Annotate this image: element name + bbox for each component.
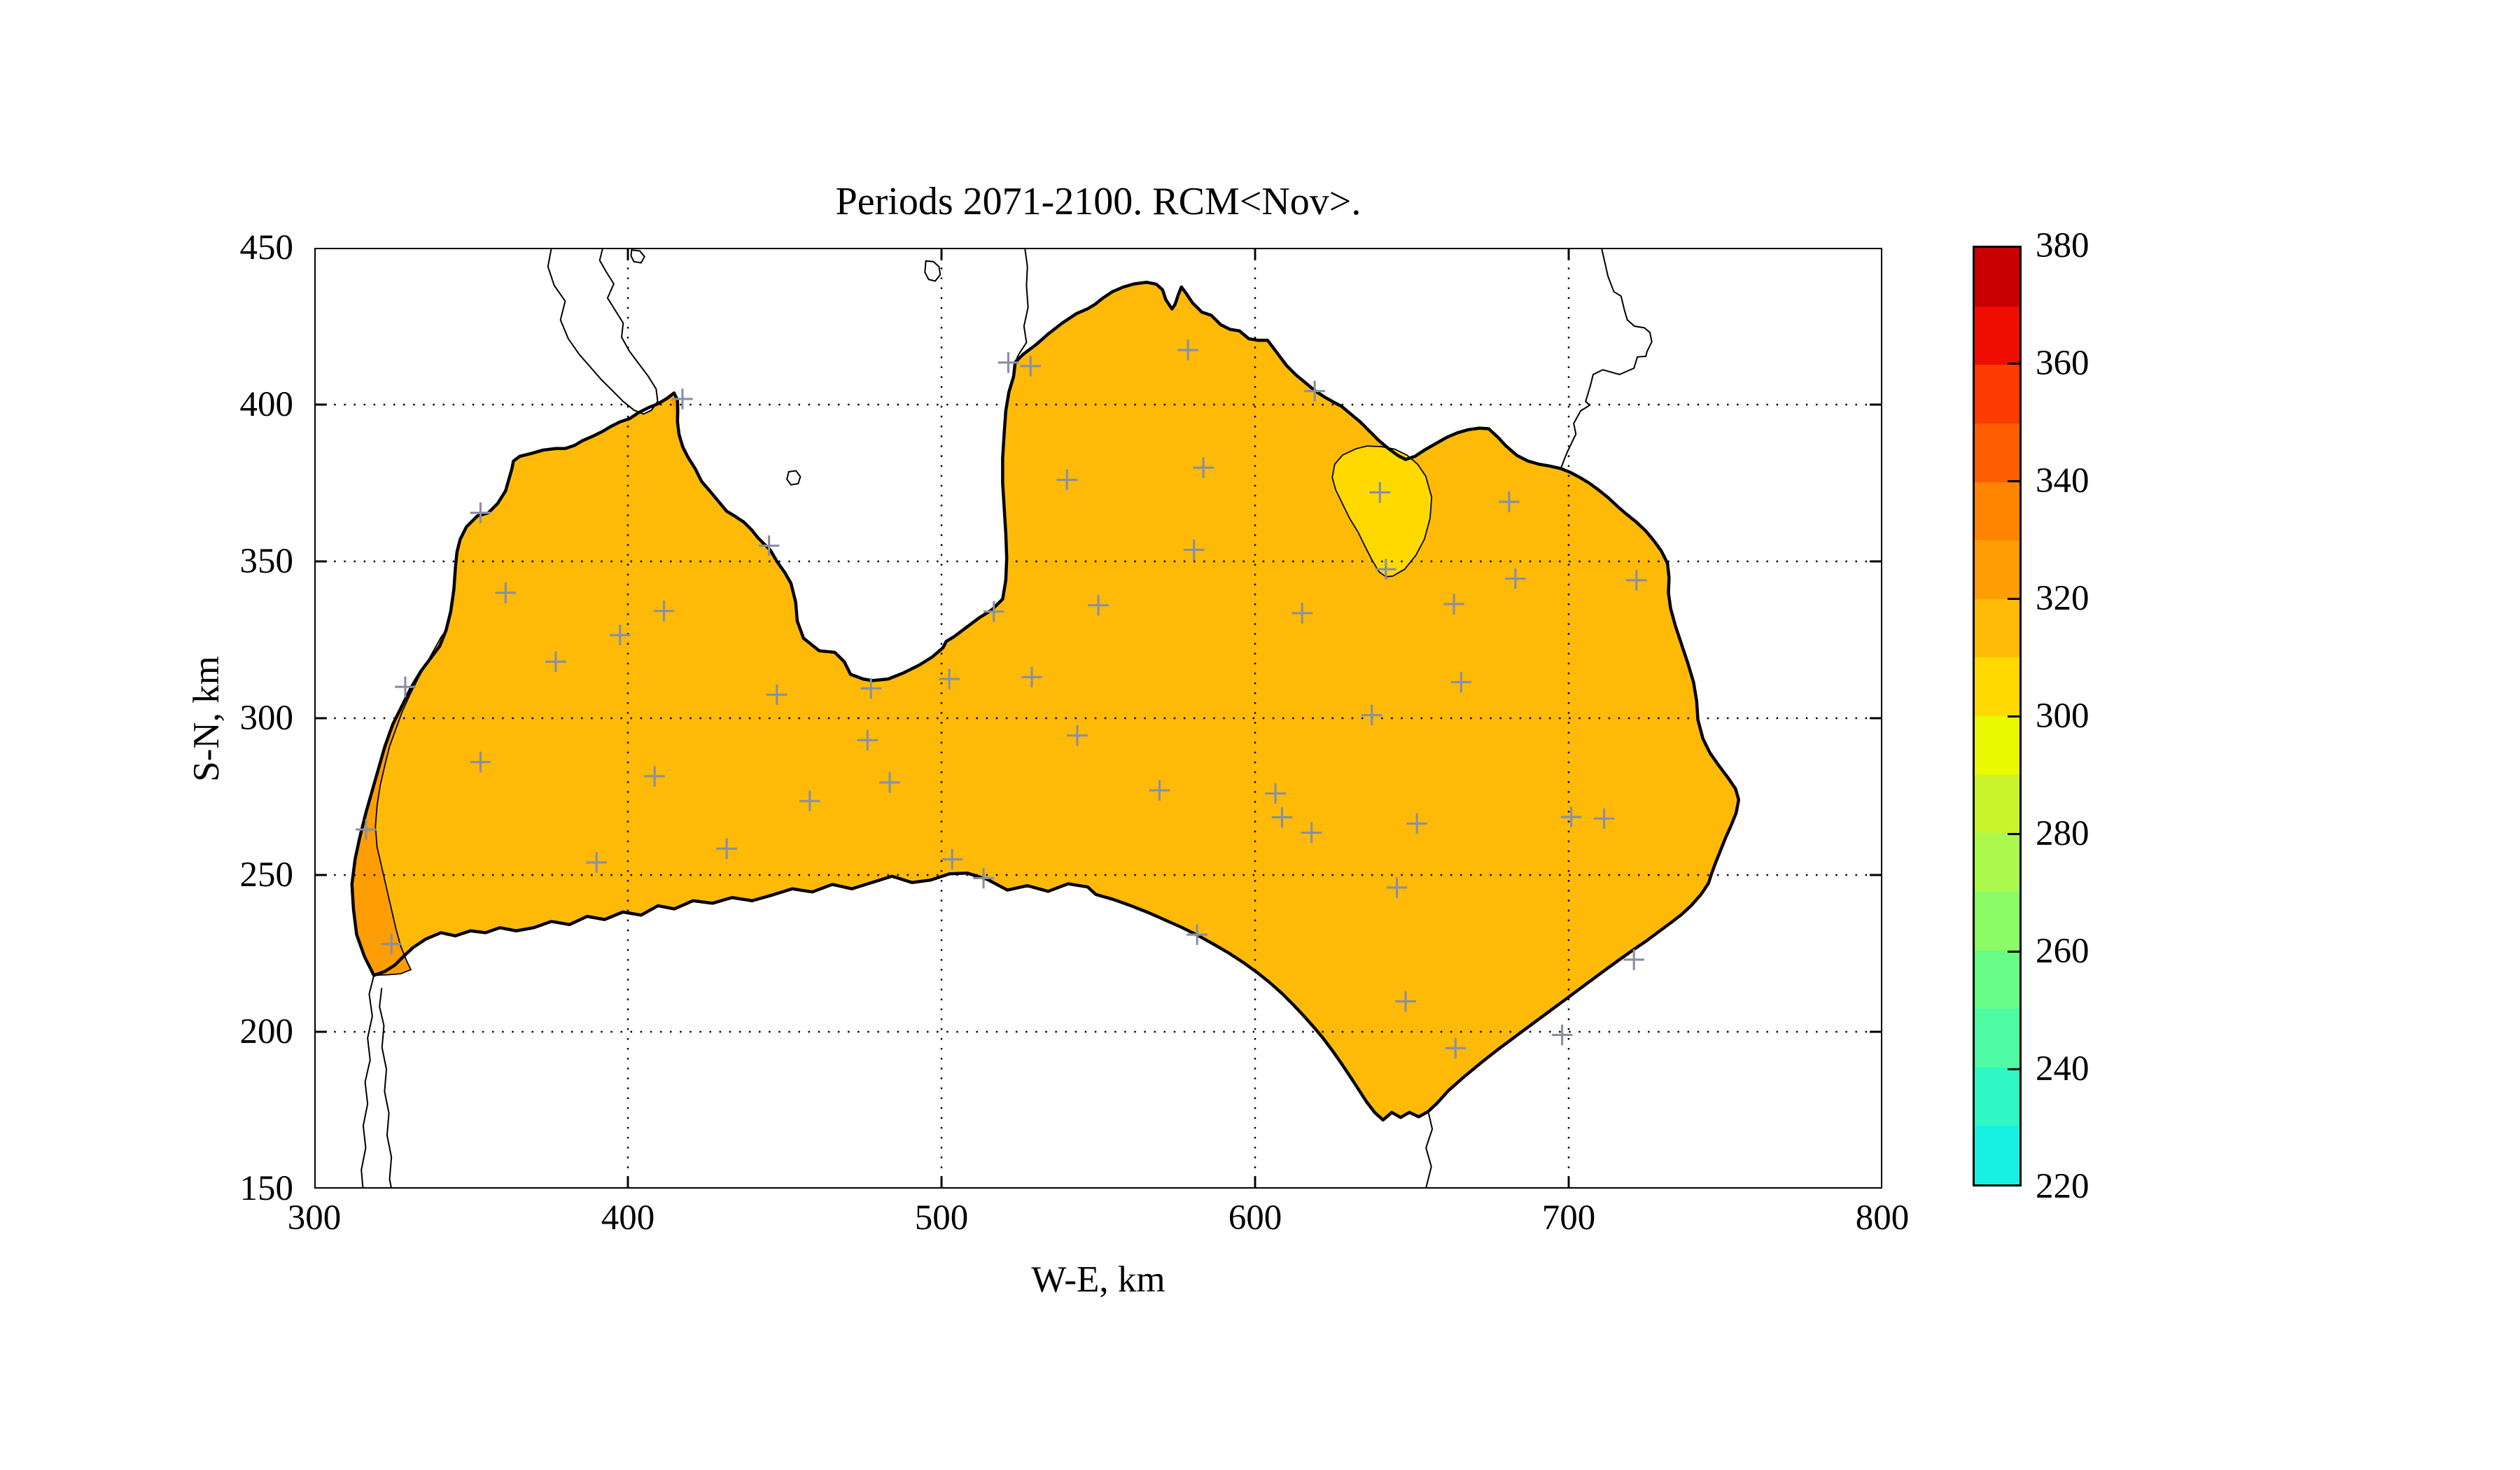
y-tick-label-450: 450 <box>239 228 294 267</box>
x-tick-label-700: 700 <box>1541 1198 1596 1238</box>
neighbor-border-line-3 <box>1560 248 1653 469</box>
x-tick-label-800: 800 <box>1855 1198 1910 1238</box>
colorbar-tick-label-260: 260 <box>2036 932 2090 971</box>
colorbar-band-0 <box>1975 248 2019 307</box>
colorbar-tick-label-280: 280 <box>2036 814 2090 853</box>
colorbar-band-12 <box>1975 950 2019 1009</box>
colorbar-band-1 <box>1975 306 2019 365</box>
colorbar-tick-mark-260 <box>2008 951 2019 953</box>
colorbar-tick-label-340: 340 <box>2036 461 2090 500</box>
colorbar-band-11 <box>1975 891 2019 951</box>
colorbar-band-3 <box>1975 423 2019 482</box>
x-tick-label-500: 500 <box>914 1198 969 1238</box>
colorbar-tick-label-360: 360 <box>2036 344 2090 383</box>
y-tick-label-300: 300 <box>239 699 294 738</box>
colorbar-band-7 <box>1975 657 2019 716</box>
y-tick-label-200: 200 <box>239 1012 294 1051</box>
colorbar-tick-mark-360 <box>2008 363 2019 365</box>
plot-title: Periods 2071-2100. RCM<Nov>. <box>835 180 1362 223</box>
colorbar-band-6 <box>1975 598 2019 658</box>
colorbar <box>1973 246 2022 1186</box>
colorbar-tick-mark-280 <box>2008 833 2019 835</box>
map-plot-area <box>314 248 1882 1189</box>
x-axis-label: W-E, km <box>1031 1259 1166 1300</box>
colorbar-band-8 <box>1975 716 2019 775</box>
island-outline-3 <box>786 470 802 486</box>
colorbar-band-5 <box>1975 540 2019 599</box>
colorbar-band-13 <box>1975 1009 2019 1068</box>
neighbor-border-line-0 <box>360 975 375 1189</box>
colorbar-tick-label-220: 220 <box>2036 1167 2090 1206</box>
island-outline-1 <box>630 249 645 264</box>
x-tick-label-300: 300 <box>287 1198 342 1238</box>
station-markers <box>356 340 1647 1059</box>
island-outline-2 <box>924 260 941 282</box>
colorbar-band-9 <box>1975 774 2019 834</box>
y-tick-label-350: 350 <box>239 542 294 581</box>
low-value-contour-line <box>1331 445 1433 578</box>
x-tick-label-600: 600 <box>1228 1198 1282 1238</box>
colorbar-tick-label-240: 240 <box>2036 1049 2090 1088</box>
colorbar-tick-mark-240 <box>2008 1068 2019 1070</box>
neighbor-border-line-2 <box>1014 248 1029 363</box>
neighbor-border-line-1 <box>379 988 393 1189</box>
colorbar-band-4 <box>1975 482 2019 541</box>
colorbar-band-2 <box>1975 365 2019 424</box>
colorbar-band-10 <box>1975 833 2019 892</box>
colorbar-tick-mark-340 <box>2008 480 2019 482</box>
colorbar-tick-label-320: 320 <box>2036 579 2090 618</box>
colorbar-tick-label-380: 380 <box>2036 226 2090 265</box>
latvia-land-fill <box>351 282 1739 1120</box>
colorbar-band-14 <box>1975 1067 2019 1126</box>
x-tick-label-400: 400 <box>601 1198 655 1238</box>
colorbar-band-15 <box>1975 1126 2019 1184</box>
latvia-border <box>350 281 1741 1122</box>
axis-ticks <box>314 248 1882 1189</box>
colorbar-tick-label-300: 300 <box>2036 696 2090 736</box>
low-value-contour-fill <box>1332 446 1432 577</box>
island-outline-0 <box>547 248 659 415</box>
colorbar-tick-mark-320 <box>2008 598 2019 600</box>
colorbar-tick-mark-300 <box>2008 715 2019 718</box>
neighbor-border-line-4 <box>1424 1111 1434 1189</box>
y-tick-label-400: 400 <box>239 385 294 424</box>
y-tick-label-250: 250 <box>239 855 294 895</box>
y-tick-label-150: 150 <box>239 1169 294 1208</box>
